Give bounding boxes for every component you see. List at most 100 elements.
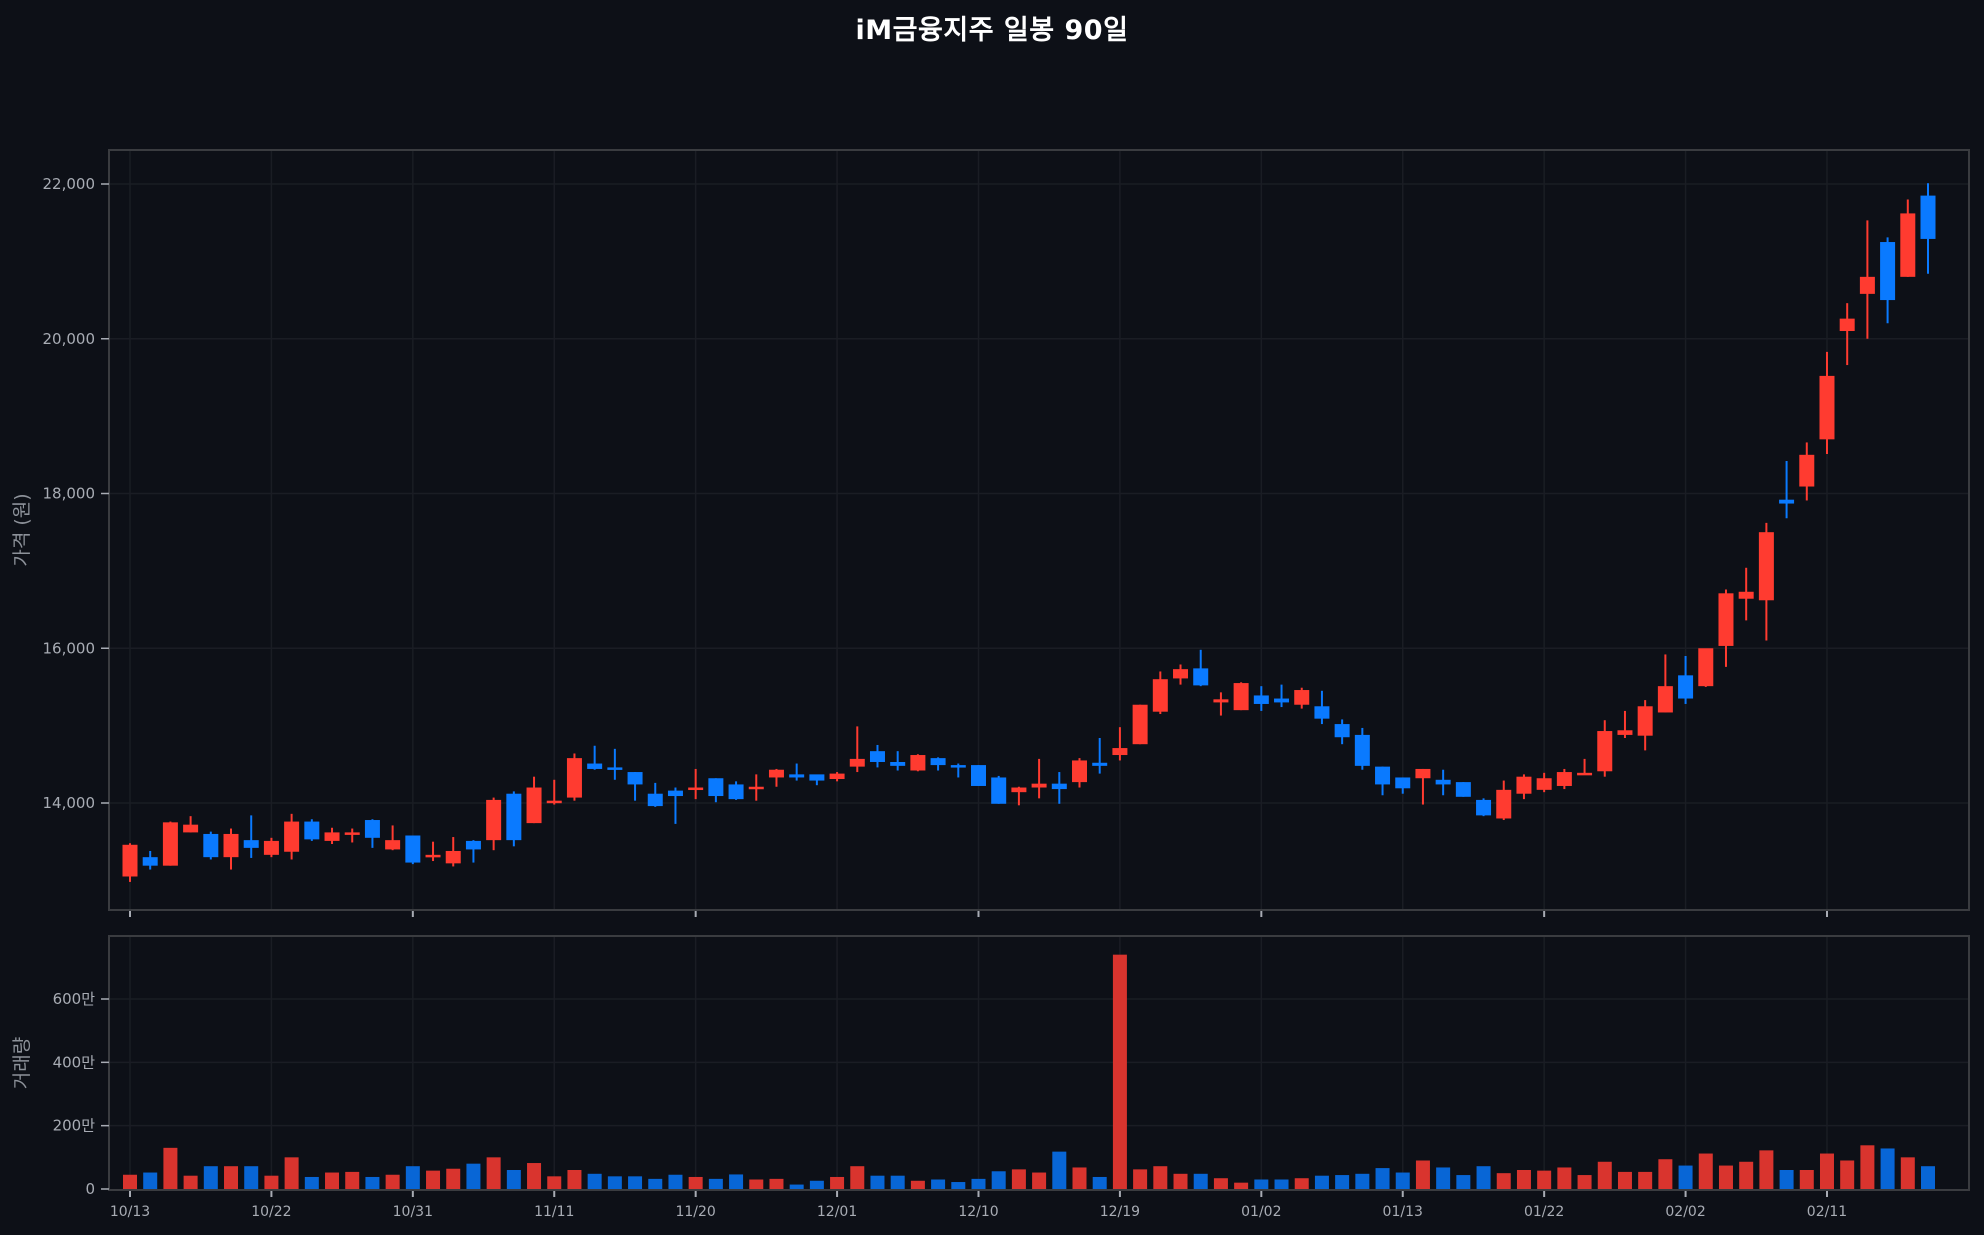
candle (1051, 772, 1067, 804)
volume-bar (1759, 1150, 1774, 1189)
date-tick-label: 10/22 (251, 1204, 291, 1220)
volume-bar (325, 1172, 340, 1189)
volume-bar (527, 1163, 542, 1189)
candle (1294, 687, 1310, 709)
candle (243, 815, 259, 858)
candle (203, 831, 219, 860)
candle (587, 745, 603, 770)
candles (122, 183, 1936, 882)
candle (1536, 772, 1552, 793)
candle (566, 753, 582, 801)
volume-bar (1799, 1170, 1814, 1189)
volume-bar (830, 1176, 845, 1189)
candle (1718, 589, 1734, 667)
volume-bar (1294, 1178, 1309, 1189)
candle (708, 778, 724, 803)
price-x-ticks (129, 911, 1828, 917)
date-tick-label: 02/11 (1807, 1204, 1847, 1220)
candle (142, 850, 158, 870)
volume-bar (1395, 1172, 1410, 1189)
volume-bar (123, 1174, 137, 1189)
candle (1516, 774, 1532, 800)
candle (607, 748, 623, 780)
volume-bar (1577, 1175, 1592, 1189)
volume-bar (648, 1178, 663, 1189)
volume-bar (1617, 1171, 1632, 1189)
price-axis-title: 가격 (원) (11, 493, 33, 566)
volume-bar (264, 1175, 279, 1189)
candle (1092, 738, 1108, 774)
volume-bar (224, 1166, 239, 1189)
volume-bar (1476, 1166, 1491, 1189)
candle (223, 828, 239, 870)
volume-bar (426, 1170, 441, 1189)
volume-bar (951, 1182, 966, 1189)
candle (1253, 686, 1269, 711)
volume-tick-label: 400만 (53, 1053, 96, 1071)
volume-bar (749, 1179, 764, 1189)
volume-bar (385, 1174, 400, 1189)
candle (1455, 782, 1471, 797)
candle (1314, 690, 1330, 725)
price-gridlines (110, 151, 1968, 909)
candle (1173, 664, 1189, 685)
candle (1072, 758, 1088, 788)
volume-bar (304, 1176, 319, 1189)
candle (263, 837, 279, 858)
date-tick-label: 02/02 (1665, 1204, 1705, 1220)
candle (829, 772, 845, 782)
candle (748, 774, 764, 801)
candle (122, 843, 138, 882)
volume-bar (143, 1172, 158, 1189)
volume-bar (1658, 1159, 1673, 1189)
candle (970, 765, 986, 786)
candle (890, 751, 906, 771)
candle (1920, 183, 1936, 274)
candle (1274, 684, 1290, 708)
date-tick-label: 10/13 (110, 1204, 150, 1220)
candle (950, 763, 966, 778)
volume-bar (688, 1176, 703, 1189)
volume-bar (1173, 1173, 1188, 1189)
volume-bar (244, 1166, 259, 1189)
volume-bar (203, 1166, 218, 1189)
volume-bar (1678, 1165, 1693, 1189)
candle (486, 797, 502, 851)
volume-bar (587, 1173, 602, 1189)
candle (1799, 442, 1815, 501)
volume-bar (628, 1176, 643, 1189)
volume-bar (1133, 1169, 1148, 1189)
candle (1839, 303, 1855, 366)
volume-bar (1537, 1170, 1552, 1189)
candle (162, 821, 178, 866)
volume-bar (1032, 1172, 1047, 1189)
price-tick-label: 14,000 (43, 794, 96, 812)
price-tick-label: 20,000 (43, 330, 96, 348)
candle (1758, 522, 1774, 641)
candle (1637, 700, 1653, 751)
candle (1678, 655, 1694, 704)
volume-bar (1314, 1175, 1329, 1189)
candle (1112, 727, 1128, 761)
volume-bar (1436, 1167, 1451, 1189)
candle (1880, 237, 1896, 324)
candle (627, 772, 643, 801)
volume-bar (1153, 1166, 1168, 1189)
volume-bar (284, 1157, 299, 1189)
price-tick-label: 22,000 (43, 175, 96, 193)
candle (445, 837, 461, 867)
date-tick-label: 01/13 (1383, 1204, 1423, 1220)
date-tick-label: 11/11 (534, 1204, 574, 1220)
volume-bar (1880, 1148, 1895, 1189)
volume-bars (123, 954, 1935, 1189)
volume-bar (547, 1176, 562, 1189)
volume-bar (1819, 1153, 1834, 1189)
volume-bar (1557, 1167, 1572, 1189)
volume-bar (1213, 1178, 1228, 1189)
price-y-axis: 14,000 16,000 18,000 20,000 22,000 (43, 175, 109, 812)
date-tick-label: 12/01 (817, 1204, 857, 1220)
volume-bar (708, 1178, 723, 1189)
candle (1334, 719, 1350, 745)
candle (1375, 766, 1391, 796)
candle (1819, 351, 1835, 455)
